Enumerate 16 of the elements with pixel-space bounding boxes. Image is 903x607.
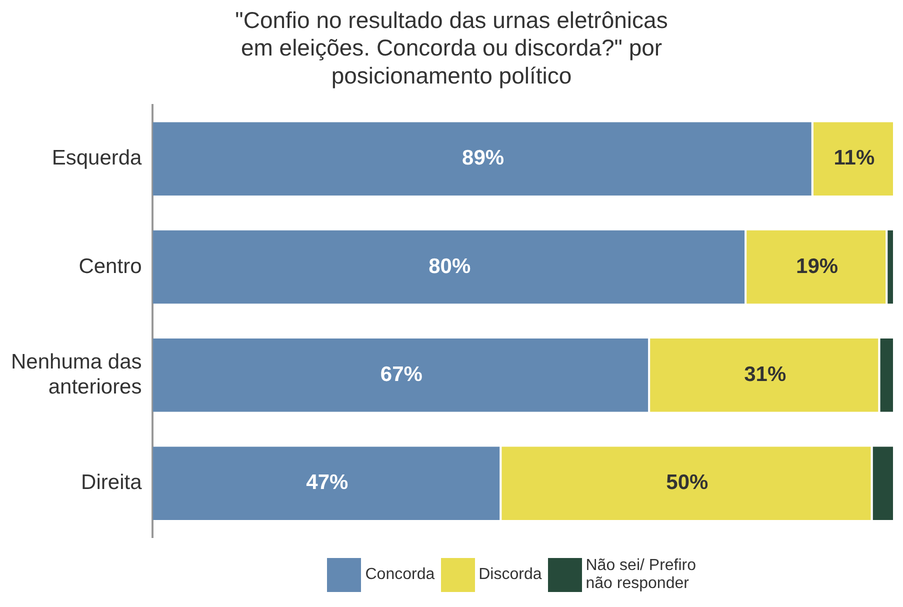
data-label: 11% — [834, 146, 875, 170]
legend-label: Discorda — [478, 566, 542, 584]
data-label: 19% — [796, 254, 838, 278]
y-tick-label: Centro — [78, 254, 142, 278]
data-label: 47% — [306, 471, 349, 494]
data-label: 89% — [462, 146, 504, 170]
legend-label: Não sei/ Prefiro não responder — [586, 557, 698, 592]
data-label: 31% — [744, 362, 786, 386]
data-label: 50% — [666, 471, 709, 494]
data-label: 80% — [428, 254, 471, 278]
legend-label: Concorda — [365, 566, 435, 584]
y-tick-label: Esquerda — [52, 146, 142, 170]
y-tick-label: Direita — [81, 471, 142, 494]
y-tick-label: Nenhuma das anteriores — [11, 350, 142, 399]
chart-title: "Confio no resultado das urnas eletrônicas em eleições. Concorda ou discorda?" por posicionamento político — [235, 7, 668, 88]
data-label: 67% — [380, 362, 423, 386]
